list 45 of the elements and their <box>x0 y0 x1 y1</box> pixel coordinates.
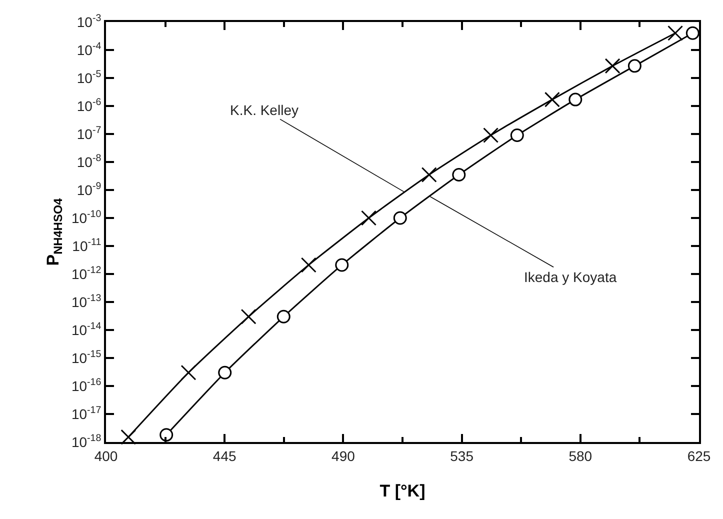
point <box>240 308 256 324</box>
point <box>160 428 174 442</box>
point <box>544 92 560 108</box>
y-tick-label: 10$^{-15}$ <box>71 349 102 366</box>
x-tick-label: 490 <box>332 448 356 464</box>
point <box>628 59 642 73</box>
y-tick-label: 10$^{-12}$ <box>71 265 102 282</box>
point <box>668 25 684 41</box>
x-tick-label: 400 <box>94 448 118 464</box>
x-tick-label: 445 <box>212 448 236 464</box>
y-tick-label: 10$^{-7}$ <box>76 125 102 142</box>
y-tick-label: 10$^{-17}$ <box>71 405 102 422</box>
point <box>452 168 466 182</box>
point <box>276 310 290 324</box>
y-tick-label: 10$^{-9}$ <box>76 181 102 198</box>
point <box>393 211 407 225</box>
annotation: Ikeda y Koyata <box>524 269 617 285</box>
y-tick-label: 10$^{-14}$ <box>71 321 102 338</box>
y-tick-label: 10$^{-13}$ <box>71 293 102 310</box>
x-tick-label: 625 <box>687 448 711 464</box>
point <box>686 26 700 40</box>
y-tick-label: 10$^{-3}$ <box>76 13 102 30</box>
point <box>568 92 582 106</box>
point <box>120 429 136 445</box>
y-tick-label: 10$^{-18}$ <box>71 433 102 450</box>
y-tick-label: 10$^{-16}$ <box>71 377 102 394</box>
x-tick-label: 580 <box>568 448 592 464</box>
point <box>361 210 377 226</box>
y-tick-label: 10$^{-10}$ <box>71 209 102 226</box>
point <box>604 58 620 74</box>
point <box>510 128 524 142</box>
point <box>300 257 316 273</box>
y-tick-label: 10$^{-8}$ <box>76 153 102 170</box>
x-tick-label: 535 <box>450 448 474 464</box>
point <box>335 258 349 272</box>
point <box>421 167 437 183</box>
y-tick-label: 10$^{-11}$ <box>72 237 102 254</box>
annotation: K.K. Kelley <box>230 102 298 118</box>
y-tick-label: 10$^{-5}$ <box>76 69 102 86</box>
point <box>483 128 499 144</box>
y-tick-label: 10$^{-6}$ <box>76 97 102 114</box>
y-tick-label: 10$^{-4}$ <box>76 41 102 58</box>
point <box>218 366 232 380</box>
x-axis-title: T [°K] <box>380 482 426 501</box>
point <box>180 364 196 380</box>
